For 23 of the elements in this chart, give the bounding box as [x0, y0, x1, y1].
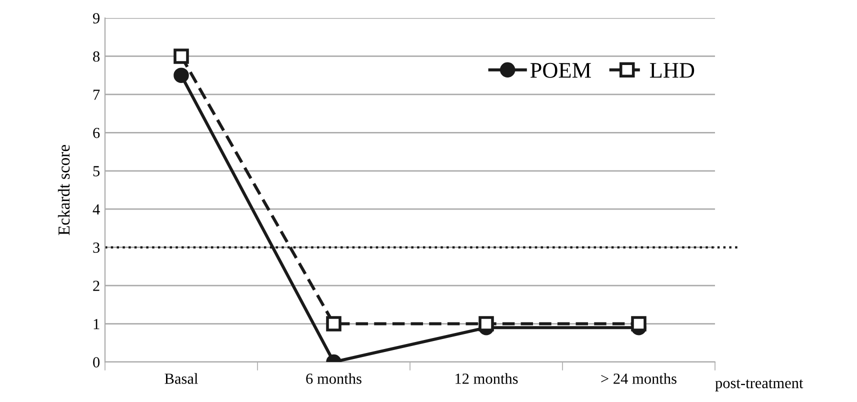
- point: [631, 316, 646, 332]
- y-tick-label: 3: [93, 242, 100, 253]
- x-tick-label: 12 months: [456, 373, 518, 384]
- point: [174, 48, 189, 64]
- y-tick-label: 4: [92, 204, 100, 214]
- y-tick-label: 8: [93, 51, 100, 62]
- x-tick-label: 6 months: [306, 373, 362, 384]
- x-tick-label: Basal: [164, 373, 198, 384]
- y-tick-label: 9: [92, 13, 100, 24]
- y-axis-title: Eckardt score: [58, 145, 70, 236]
- x-tick-label: > 24 months: [601, 373, 676, 384]
- y-tick-label: 2: [93, 280, 100, 291]
- y-tick-label: 6: [93, 128, 100, 138]
- point: [478, 316, 494, 332]
- y-tick-label: 0: [93, 357, 100, 368]
- y-tick-label: 5: [93, 166, 100, 176]
- point: [174, 68, 189, 83]
- y-tick-label: 7: [94, 90, 100, 100]
- y-tick-label: 1: [94, 318, 100, 330]
- point: [326, 316, 342, 332]
- legend-label: POEM: [530, 62, 591, 78]
- x-axis-title: post-treatment: [715, 379, 804, 392]
- legend-label: LHD: [650, 63, 694, 78]
